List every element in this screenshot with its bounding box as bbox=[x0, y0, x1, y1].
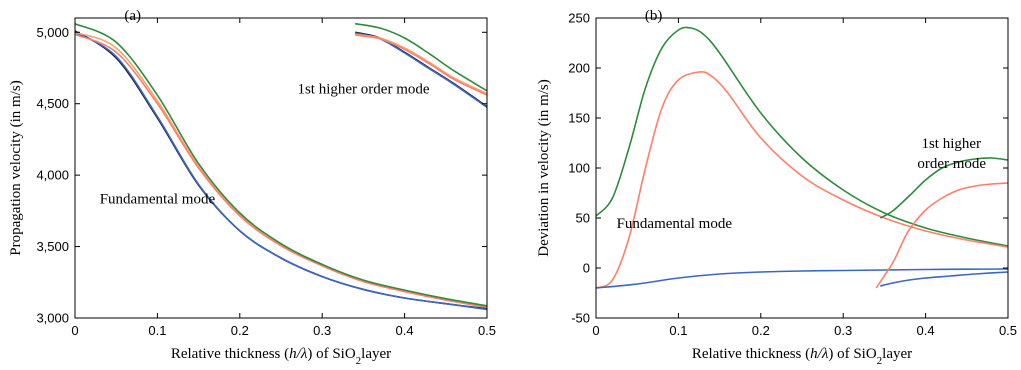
series-line-higher-red bbox=[355, 34, 487, 96]
series-line-fundamental-red bbox=[596, 71, 1008, 289]
y-tick-label: 3,000 bbox=[36, 311, 69, 326]
y-tick-label: 250 bbox=[568, 11, 590, 26]
x-tick-label: 0.1 bbox=[669, 323, 687, 338]
x-tick-label: 0.4 bbox=[917, 323, 935, 338]
y-tick-label: 150 bbox=[568, 111, 590, 126]
x-tick-label: 0.2 bbox=[752, 323, 770, 338]
series-group bbox=[596, 26, 1008, 289]
x-tick-label: 0 bbox=[592, 323, 599, 338]
y-tick-label: 100 bbox=[568, 161, 590, 176]
annotation-label: Fundamental mode bbox=[100, 192, 216, 208]
y-tick-label: -50 bbox=[571, 311, 590, 326]
x-tick-label: 0.1 bbox=[148, 323, 166, 338]
series-line-fundamental-blue bbox=[596, 268, 1008, 289]
x-tick-label: 0 bbox=[71, 323, 78, 338]
series-line-fundamental-green bbox=[596, 26, 1008, 247]
series-line-higher-green bbox=[879, 157, 1008, 219]
series-line-fundamental-orange bbox=[75, 31, 487, 308]
x-tick-label: 0.5 bbox=[478, 323, 496, 338]
annotation-label: 1st higher order mode bbox=[297, 82, 429, 98]
x-axis-title: Relative thickness (h/λ) of SiO2layer bbox=[692, 346, 912, 367]
y-tick-label: 5,000 bbox=[36, 25, 69, 40]
x-axis-title: Relative thickness (h/λ) of SiO2layer bbox=[171, 346, 391, 367]
plot-frame bbox=[74, 17, 488, 319]
y-axis-title: Deviation in velocity (in m/s) bbox=[536, 79, 552, 256]
x-tick-label: 0.2 bbox=[231, 323, 249, 338]
x-tick-label: 0.5 bbox=[999, 323, 1017, 338]
y-tick-label: 200 bbox=[568, 61, 590, 76]
x-tick-label: 0.3 bbox=[834, 323, 852, 338]
panel-label: (b) bbox=[645, 8, 663, 24]
y-axis-title: Propagation velocity (in m/s) bbox=[8, 80, 24, 255]
series-line-higher-green bbox=[355, 22, 487, 92]
y-tick-label: 3,500 bbox=[36, 239, 69, 254]
y-tick-label: 0 bbox=[583, 261, 590, 276]
annotation-label: order mode bbox=[917, 156, 986, 172]
y-tick-label: 50 bbox=[576, 211, 590, 226]
series-group bbox=[75, 22, 487, 311]
series-line-fundamental-green bbox=[75, 22, 487, 307]
annotation-label: 1st higher bbox=[921, 136, 981, 152]
x-tick-label: 0.4 bbox=[396, 323, 414, 338]
series-line-higher-red bbox=[875, 182, 1008, 289]
chart-panel-a: 0 0.1 0.2 0.3 0.4 0.5 3,000 3,500 4,000 4,500 5,00… bbox=[8, 8, 496, 367]
series-line-fundamental-blue bbox=[75, 31, 487, 311]
x-tick-label: 0.3 bbox=[313, 323, 331, 338]
y-tick-label: 4,000 bbox=[36, 168, 69, 183]
series-line-higher-blue bbox=[880, 271, 1008, 287]
panel-label: (a) bbox=[124, 8, 141, 24]
y-tick-label: 4,500 bbox=[36, 96, 69, 111]
annotation-label: Fundamental mode bbox=[617, 216, 733, 232]
series-line-fundamental-red bbox=[75, 33, 487, 309]
